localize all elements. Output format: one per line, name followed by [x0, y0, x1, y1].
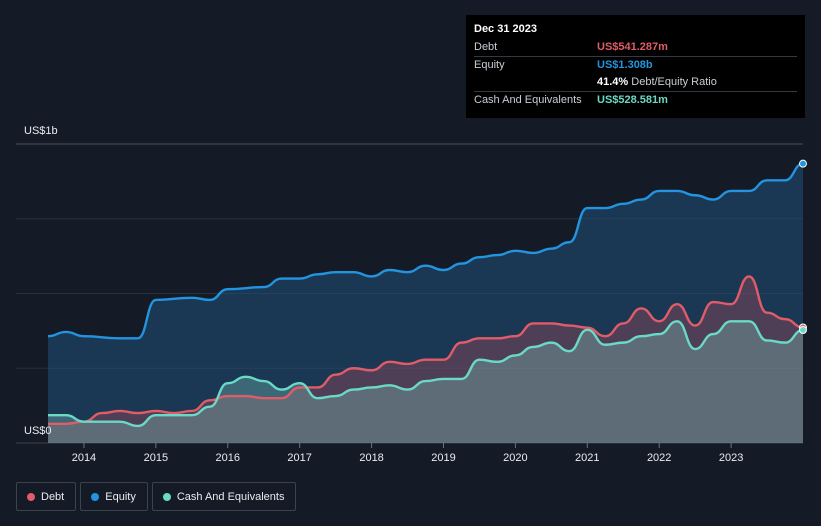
endpoint-cash-and-equivalents: [799, 326, 807, 335]
legend-item-equity[interactable]: Equity: [80, 482, 148, 511]
x-tick-label: 2022: [647, 452, 671, 464]
chart-lines: [47, 162, 804, 428]
x-tick-label: 2017: [287, 452, 311, 464]
x-tick-label: 2015: [144, 452, 168, 464]
x-tick-label: 2016: [216, 452, 240, 464]
tooltip-ratio-value: 41.4%: [597, 76, 629, 88]
legend-label-equity: Equity: [105, 490, 136, 503]
x-tick-label: 2020: [503, 452, 527, 464]
endpoint-equity: [799, 159, 807, 168]
line-equity: [47, 162, 804, 340]
x-axis: 2014 2015 2016 2017 2018 2019 2020 2021 2022 2023: [72, 443, 743, 464]
chart-legend: Debt Equity Cash And Equivalents: [16, 482, 297, 511]
y-tick-label-top: US$1b: [24, 125, 58, 137]
x-tick-label: 2018: [359, 452, 383, 464]
tooltip-equity-label: Equity: [474, 59, 505, 71]
legend-label-cash: Cash And Equivalents: [176, 490, 285, 503]
tooltip-debt-value: US$541.287m: [597, 41, 668, 53]
x-tick-label: 2014: [72, 452, 96, 464]
legend-item-debt[interactable]: Debt: [16, 482, 77, 511]
tooltip-panel: Dec 31 2023 Debt US$541.287m Equity US$1…: [466, 15, 805, 118]
legend-dot-equity: [91, 492, 100, 501]
tooltip-row-cash: Cash And Equivalents US$528.581m: [474, 92, 797, 109]
x-tick-label: 2023: [719, 452, 743, 464]
x-tick-label: 2021: [575, 452, 599, 464]
area-equity: [48, 163, 803, 444]
tooltip-row-equity: Equity US$1.308b: [474, 57, 797, 74]
series-endpoints: [799, 159, 807, 335]
tooltip-row-ratio: 41.4% Debt/Equity Ratio: [474, 74, 797, 92]
tooltip-cash-value: US$528.581m: [597, 94, 668, 106]
legend-item-cash[interactable]: Cash And Equivalents: [151, 482, 297, 511]
legend-dot-debt: [27, 492, 35, 501]
chart-areas: [48, 163, 803, 444]
tooltip-cash-label: Cash And Equivalents: [474, 94, 582, 106]
tooltip-date: Dec 31 2023: [474, 23, 537, 35]
tooltip-row-debt: Debt US$541.287m: [474, 39, 797, 57]
y-tick-label-bottom: US$0: [24, 425, 52, 437]
legend-dot-cash: [162, 492, 171, 501]
x-tick-label: 2019: [431, 452, 455, 464]
legend-label-debt: Debt: [41, 490, 65, 503]
tooltip-debt-label: Debt: [474, 41, 498, 53]
tooltip-equity-value: US$1.308b: [597, 59, 653, 71]
tooltip-ratio-label: Debt/Equity Ratio: [631, 76, 717, 88]
